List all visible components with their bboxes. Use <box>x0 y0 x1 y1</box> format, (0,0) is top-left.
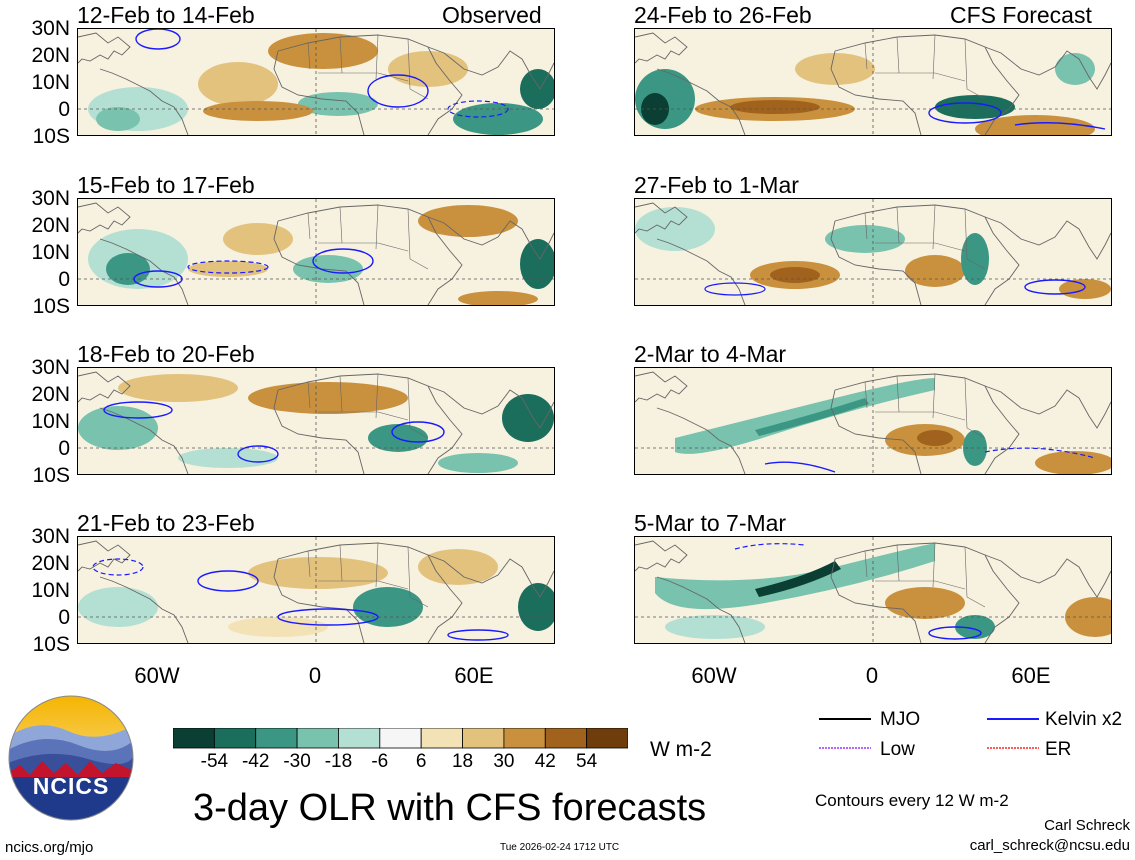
panel-title-fc-3: 2-Mar to 4-Mar <box>634 341 787 367</box>
lon-label-60e-right: 60E <box>1011 663 1051 688</box>
colorbar-swatch <box>173 728 215 749</box>
lat-label: 10S <box>32 464 70 487</box>
colorbar-label: -6 <box>371 751 389 772</box>
olr-field <box>635 368 1111 474</box>
colorbar-label: -54 <box>200 751 229 772</box>
colorbar-swatch <box>503 728 546 749</box>
map-panel-fc-2 <box>634 198 1112 306</box>
colorbar-swatch <box>586 728 628 749</box>
legend-er-label: ER <box>1045 739 1072 760</box>
map-panel-obs-1 <box>77 28 555 136</box>
colorbar-label: 18 <box>451 751 474 772</box>
lat-label: 30N <box>31 525 70 548</box>
colorbar-label: 6 <box>415 751 427 772</box>
lon-label-0-right: 0 <box>865 663 879 688</box>
olr-field <box>78 29 554 135</box>
colorbar-label: 30 <box>493 751 515 772</box>
legend-mjo-label: MJO <box>880 709 921 730</box>
map-panel-obs-4 <box>77 536 555 644</box>
panel-title-obs-4: 21-Feb to 23-Feb <box>77 510 255 536</box>
lat-label: 10S <box>32 633 70 656</box>
lat-label: 10N <box>31 410 70 433</box>
lat-label: 10S <box>32 125 70 148</box>
footer-timestamp: Tue 2026-02-24 1712 UTC <box>500 842 620 853</box>
lat-label: 10N <box>31 579 70 602</box>
colorbar-swatch <box>462 728 505 749</box>
lon-label-60w-right: 60W <box>691 663 737 688</box>
lon-label-60e-left: 60E <box>454 663 494 688</box>
colorbar-swatch <box>255 728 298 749</box>
legend-low-label: Low <box>880 739 915 760</box>
map-panel-obs-2 <box>77 198 555 306</box>
colorbar-label: -18 <box>324 751 353 772</box>
map-panel-fc-4 <box>634 536 1112 644</box>
panel-title-fc-2: 27-Feb to 1-Mar <box>634 172 799 198</box>
logo-text: NCICS <box>32 773 110 799</box>
lat-label: 20N <box>31 44 70 67</box>
colorbar <box>173 728 628 749</box>
lat-label: 0 <box>58 268 70 291</box>
olr-field <box>635 29 1111 135</box>
legend-lines <box>819 718 1039 749</box>
panel-title-obs-3: 18-Feb to 20-Feb <box>77 341 255 367</box>
lat-label: 30N <box>31 187 70 210</box>
map-panel-obs-3 <box>77 367 555 475</box>
lon-label-60w-left: 60W <box>134 663 180 688</box>
colorbar-swatch <box>544 728 588 749</box>
olr-field <box>635 537 1111 643</box>
lat-label: 30N <box>31 17 70 40</box>
olr-field <box>78 199 554 305</box>
lat-label: 0 <box>58 606 70 629</box>
footer-author: Carl Schreck <box>1044 817 1130 834</box>
panel-title-fc-4: 5-Mar to 7-Mar <box>634 510 787 536</box>
contours-note: Contours every 12 W m-2 <box>815 791 1009 810</box>
lat-label: 0 <box>58 98 70 121</box>
lon-label-0-left: 0 <box>308 663 322 688</box>
olr-field <box>635 199 1111 305</box>
colorbar-swatch <box>420 728 463 749</box>
footer-email[interactable]: carl_schreck@ncsu.edu <box>969 837 1130 854</box>
lat-label: 20N <box>31 552 70 575</box>
lat-label: 10S <box>32 295 70 318</box>
panel-title-fc-1: 24-Feb to 26-Feb <box>634 2 812 28</box>
olr-field <box>78 537 554 643</box>
lat-label: 10N <box>31 241 70 264</box>
colorbar-label: -30 <box>283 751 311 772</box>
ncics-logo: NCICS <box>8 695 134 826</box>
map-panel-fc-3 <box>634 367 1112 475</box>
panel-title-obs-1: 12-Feb to 14-Feb <box>77 2 255 28</box>
lat-label: 0 <box>58 437 70 460</box>
lat-label: 10N <box>31 71 70 94</box>
legend-kelvin-label: Kelvin x2 <box>1045 709 1123 730</box>
colorbar-label: -42 <box>241 751 270 772</box>
olr-field <box>78 368 554 474</box>
colorbar-swatch <box>379 728 422 749</box>
page-title: 3-day OLR with CFS forecasts <box>193 787 707 829</box>
map-panel-fc-1 <box>634 28 1112 136</box>
forecast-label: CFS Forecast <box>950 2 1092 28</box>
colorbar-label: 42 <box>534 751 556 772</box>
colorbar-unit: W m-2 <box>650 738 712 761</box>
colorbar-label: 54 <box>576 751 598 772</box>
lat-label: 30N <box>31 356 70 379</box>
panel-title-obs-2: 15-Feb to 17-Feb <box>77 172 255 198</box>
lat-label: 20N <box>31 383 70 406</box>
lat-label: 20N <box>31 214 70 237</box>
observed-label: Observed <box>442 2 542 28</box>
footer-url[interactable]: ncics.org/mjo <box>5 839 94 856</box>
colorbar-swatch <box>296 728 339 749</box>
colorbar-swatch <box>338 728 381 749</box>
colorbar-swatch <box>213 728 257 749</box>
